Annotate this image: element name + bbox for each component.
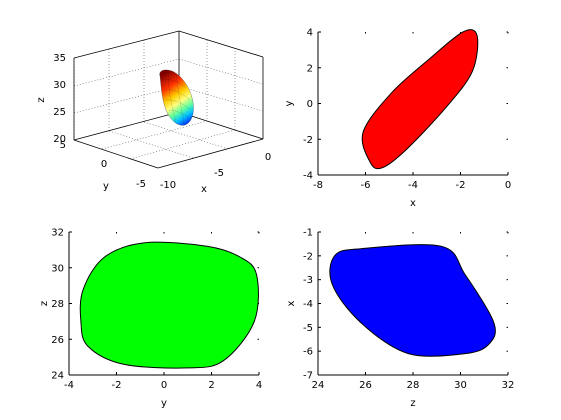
z-tick: 20 [53, 134, 66, 145]
x-tick-label: 28 [407, 380, 420, 391]
y-tick: 0 [101, 159, 107, 170]
x-tick-label: 24 [312, 380, 325, 391]
y-tick-label: -7 [303, 371, 313, 382]
x-tick-label: -6 [361, 180, 371, 191]
x-tick: 0 [265, 152, 271, 163]
y-tick-label: 32 [51, 228, 64, 239]
y-tick-label: -1 [303, 228, 313, 239]
x-tick: -10 [160, 180, 176, 191]
surface-blob [159, 69, 194, 126]
x-tick-label: 2 [208, 380, 214, 391]
subplot-3d: 35 30 25 20 z 5 0 -5 y -10 -5 0 x [36, 30, 271, 195]
z-tick: 25 [53, 107, 66, 118]
y-tick-label: 0 [307, 99, 313, 110]
y-tick-label: -5 [303, 323, 313, 334]
y-tick-label: 24 [51, 371, 64, 382]
x-tick-label: -2 [456, 180, 466, 191]
x-tick-label: 26 [359, 380, 372, 391]
x-axis-label: z [410, 398, 415, 409]
x-axis-label: y [161, 398, 167, 409]
y-tick-label: -4 [303, 299, 313, 310]
projection-fill [329, 244, 496, 357]
y-tick-label: 30 [51, 263, 64, 274]
x-tick-label: -4 [64, 380, 74, 391]
y-tick-label: 26 [51, 335, 64, 346]
z-tick: 35 [53, 53, 66, 64]
subplot-xy: -8 -6 -4 -2 0 -4 -2 0 2 4 x y [284, 28, 511, 210]
y-axis-label: y [103, 181, 109, 192]
x-tick-label: 0 [161, 380, 167, 391]
y-tick: -5 [136, 179, 146, 190]
y-tick-label: 2 [307, 63, 313, 74]
y-tick-label: 28 [51, 299, 64, 310]
x-tick-label: -4 [408, 180, 418, 191]
y-axis-label: y [284, 100, 295, 106]
projection-fill [361, 29, 479, 170]
x-tick: -5 [214, 168, 224, 179]
y-axis-label: x [286, 300, 297, 306]
x-axis-label: x [201, 184, 207, 195]
y-tick-label: -2 [303, 251, 313, 262]
y-tick-label: -4 [303, 171, 313, 182]
x-tick-label: -2 [112, 380, 122, 391]
x-tick-label: 4 [256, 380, 262, 391]
x-tick-label: 30 [454, 380, 467, 391]
x-tick-label: -8 [313, 180, 323, 191]
surface-mesh [162, 71, 192, 125]
subplot-zx: 24 26 28 30 32 -7 -6 -5 -4 -3 -2 -1 z x [286, 228, 514, 410]
projection-fill [79, 241, 259, 369]
z-axis-label: z [36, 97, 47, 102]
z-tick: 30 [53, 80, 66, 91]
y-tick-label: -3 [303, 275, 313, 286]
y-axis-label: z [39, 301, 50, 306]
y-tick: 5 [60, 140, 66, 151]
y-tick-label: -2 [303, 135, 313, 146]
y-tick-label: -6 [303, 347, 313, 358]
x-tick-label: 32 [502, 380, 515, 391]
x-tick-label: 0 [505, 180, 511, 191]
x-axis-label: x [410, 198, 416, 209]
y-tick-label: 4 [307, 28, 313, 39]
